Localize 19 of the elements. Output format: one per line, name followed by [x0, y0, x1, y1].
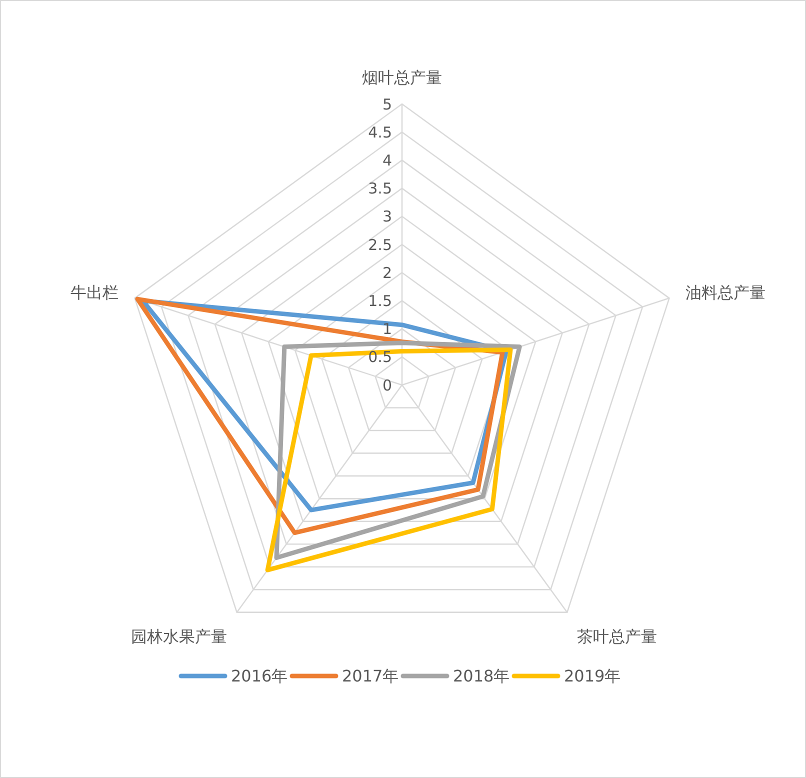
y-tick-label: 5 — [382, 95, 392, 114]
spoke-label: 油料总产量 — [685, 282, 766, 302]
legend-label: 2019年 — [564, 666, 621, 686]
y-tick-label: 4.5 — [368, 123, 392, 142]
y-tick-label: 0 — [382, 376, 392, 394]
spoke-label: 牛出栏 — [70, 282, 119, 302]
y-tick-label: 1 — [382, 320, 392, 338]
legend-label: 2018年 — [453, 666, 510, 686]
legend-label: 2017年 — [342, 666, 399, 686]
y-tick-label: 1.5 — [368, 292, 392, 310]
spoke-label: 园林水果产量 — [130, 626, 227, 646]
y-tick-label: 2.5 — [368, 236, 392, 254]
y-tick-label: 3 — [382, 208, 392, 226]
spoke-label: 茶叶总产量 — [577, 626, 658, 646]
y-tick-label: 2 — [382, 264, 392, 282]
y-tick-label: 4 — [382, 151, 392, 170]
legend-label: 2016年 — [231, 666, 288, 686]
spoke-label: 烟叶总产量 — [362, 68, 442, 88]
y-tick-label: 3.5 — [368, 180, 392, 198]
